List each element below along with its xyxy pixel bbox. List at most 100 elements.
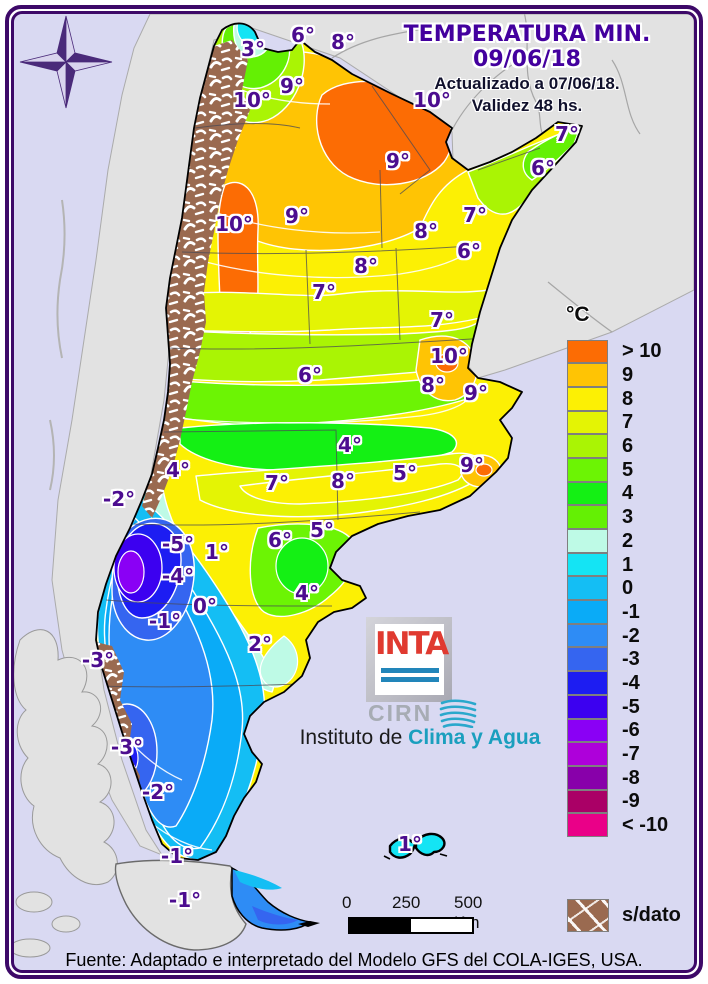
temperature-label: 6°	[268, 528, 292, 553]
legend-swatch	[567, 410, 608, 435]
temperature-label: -1°	[168, 888, 202, 913]
temperature-label: 3°	[241, 37, 265, 62]
legend-items: > 10 9 8 7 6 5 4 3 2 1 0 -1 -2 -3 -4 -5 -6 -7 -8 -9 < -10	[567, 339, 668, 838]
temperature-label: 5°	[310, 518, 334, 543]
legend-row: -9	[567, 789, 668, 814]
legend-swatch	[567, 505, 608, 529]
legend-row: 7	[567, 410, 668, 435]
cirn-logo: CIRN	[368, 698, 478, 728]
temperature-label: 6°	[291, 23, 315, 48]
legend-label: 1	[622, 553, 634, 576]
legend-row: 3	[567, 505, 668, 530]
legend-row: -2	[567, 623, 668, 648]
temperature-label: -5°	[161, 532, 195, 557]
legend-label: 4	[622, 482, 634, 505]
temperature-label: 7°	[430, 308, 454, 333]
tierra-del-fuego	[231, 866, 320, 931]
temperature-label: 0°	[193, 594, 217, 619]
legend-swatch	[567, 363, 608, 387]
legend-label: 7	[622, 411, 634, 434]
temperature-label: 4°	[166, 458, 190, 483]
legend-row: 5	[567, 457, 668, 482]
legend-swatch	[567, 647, 608, 672]
temperature-label: 8°	[421, 373, 445, 398]
temperature-label: 9°	[386, 149, 410, 174]
legend-label: -4	[622, 671, 640, 694]
legend-swatch	[567, 742, 608, 766]
title-block: TEMPERATURA MIN. 09/06/18 Actualizado a …	[352, 22, 702, 116]
nodata-swatch	[567, 899, 609, 932]
institute-highlight: Clima y Agua	[408, 726, 541, 749]
legend-label: -6	[622, 719, 640, 742]
temperature-label: -1°	[160, 844, 194, 869]
temperature-label: 2°	[248, 632, 272, 657]
temperature-label: 7°	[463, 203, 487, 228]
legend-row: 1	[567, 552, 668, 577]
temperature-label: 10°	[430, 344, 468, 369]
legend-swatch	[567, 576, 608, 601]
legend-label: 2	[622, 529, 634, 552]
legend-row: > 10	[567, 339, 668, 364]
legend-row: -6	[567, 718, 668, 743]
legend-label: -7	[622, 743, 640, 766]
legend-row: < -10	[567, 813, 668, 838]
legend-label: 9	[622, 364, 634, 387]
legend-swatch	[567, 552, 608, 577]
legend-row: -1	[567, 600, 668, 625]
malvinas-islands	[383, 832, 448, 860]
temperature-label: 9°	[280, 74, 304, 99]
source-footer: Fuente: Adaptado e interpretado del Mode…	[65, 950, 643, 970]
legend-label: -2	[622, 624, 640, 647]
temperature-label: 6°	[298, 363, 322, 388]
legend-nodata-row: s/dato	[567, 899, 681, 932]
legend-label: -3	[622, 648, 640, 671]
temperature-label: 7°	[555, 122, 579, 147]
temperature-label: 8°	[331, 469, 355, 494]
legend-row: 9	[567, 363, 668, 388]
legend-swatch	[567, 813, 608, 837]
legend-swatch	[567, 386, 608, 411]
temperature-label: -3°	[81, 648, 115, 673]
legend-row: 8	[567, 386, 668, 411]
inta-logo-inner: INTA	[375, 624, 449, 695]
inta-logo-bar	[380, 677, 439, 682]
temperature-label: 6°	[531, 156, 555, 181]
temperature-label: -4°	[161, 564, 195, 589]
legend-label: -8	[622, 766, 640, 789]
legend-swatch	[567, 623, 608, 648]
cirn-logo-text: CIRN	[368, 699, 433, 726]
scale-tick-0: 0	[342, 893, 352, 912]
temperature-label: 8°	[414, 219, 438, 244]
legend-row: 6	[567, 434, 668, 459]
legend-swatch	[567, 718, 608, 743]
temperature-label: 7°	[312, 280, 336, 305]
temperature-label: 6°	[457, 239, 481, 264]
temperature-label: 8°	[331, 30, 355, 55]
scale-tick-250: 250	[392, 893, 421, 912]
legend-swatch	[567, 765, 608, 790]
temperature-label: 1°	[398, 832, 422, 857]
legend-row: 4	[567, 481, 668, 506]
legend-swatch	[567, 671, 608, 695]
temperature-label: 8°	[354, 254, 378, 279]
legend-label: > 10	[622, 340, 662, 363]
temperature-label: 5°	[393, 461, 417, 486]
temperature-label: -2°	[102, 487, 136, 512]
legend-label: -1	[622, 600, 640, 623]
legend-label: 0	[622, 577, 634, 600]
scale-bar-fill	[350, 919, 411, 932]
legend-swatch	[567, 339, 608, 364]
scale-bar-graphic	[348, 917, 474, 934]
temperature-label: 7°	[265, 471, 289, 496]
legend-row: -4	[567, 671, 668, 696]
updated-subtitle: Actualizado a 07/06/18.	[434, 74, 620, 93]
temperature-label: 1°	[205, 540, 229, 565]
compass-rose	[19, 15, 113, 109]
temperature-label: 9°	[464, 381, 488, 406]
legend-swatch	[567, 600, 608, 624]
legend-row: -7	[567, 742, 668, 767]
temperature-label: 10°	[215, 212, 253, 237]
cirn-wave-icon	[439, 699, 477, 728]
